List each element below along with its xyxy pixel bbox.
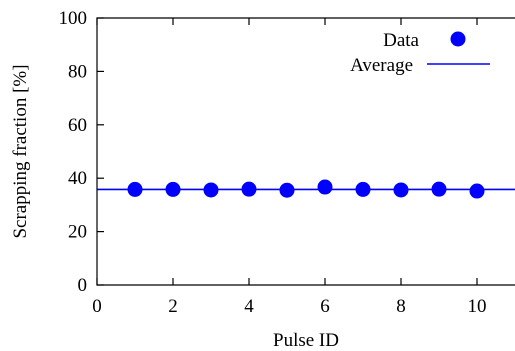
data-point [317,179,333,195]
y-axis-title: Scrapping fraction [%] [10,64,31,238]
data-point [165,181,181,197]
legend: Data Average [350,30,490,76]
x-tick-label: 2 [168,296,178,317]
y-tick-label: 20 [68,222,87,243]
y-tick-label: 100 [59,8,88,29]
x-tick-label: 0 [92,296,102,317]
data-point [203,182,219,198]
plot-area [97,179,515,199]
data-point [355,181,371,197]
data-point [279,182,295,198]
data-point [393,182,409,198]
data-point [431,181,447,197]
legend-marker-data [450,31,466,47]
data-point [469,183,485,199]
data-point [241,181,257,197]
plot-frame [96,17,515,286]
legend-label-data: Data [383,30,419,51]
x-tick-label: 10 [468,296,487,317]
x-tick-label: 8 [396,296,406,317]
x-tick-label: 6 [320,296,330,317]
axes: 0 20 40 60 80 100 0 2 4 6 8 10 [59,8,515,317]
legend-label-average: Average [350,55,413,76]
x-tick-label: 4 [244,296,254,317]
y-tick-label: 0 [78,275,88,296]
x-axis-title: Pulse ID [273,330,339,351]
y-tick-label: 80 [68,61,87,82]
data-point [127,181,143,197]
y-tick-label: 40 [68,168,87,189]
y-tick-label: 60 [68,115,87,136]
